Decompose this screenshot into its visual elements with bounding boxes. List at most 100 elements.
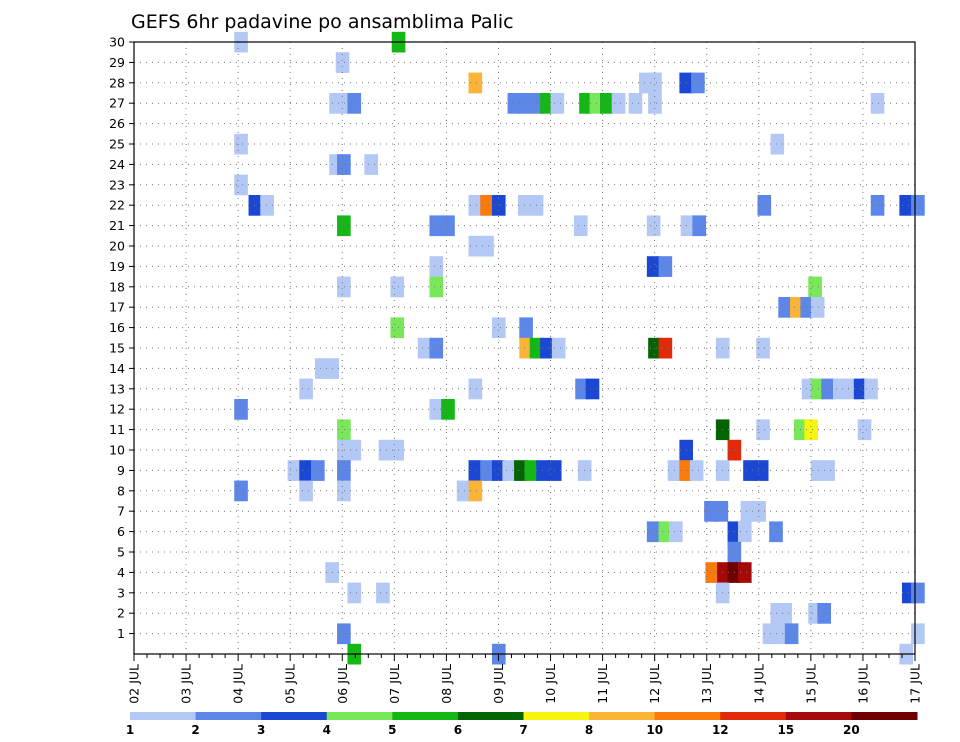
y-tick-label: 1: [117, 626, 125, 641]
x-axis: 02 JUL 03 JUL 04 JUL 05 JUL 06 JUL 07 JUL 08 J…: [127, 654, 923, 704]
precip-cell: [821, 378, 835, 400]
colorbar-label: 5: [388, 723, 396, 737]
precip-cell: [778, 603, 792, 624]
precip-cell: [337, 480, 351, 502]
y-tick-label: 10: [109, 443, 125, 458]
precip-cell: [646, 215, 661, 237]
precip-cell: [774, 623, 789, 645]
chart-title: GEFS 6hr padavine po ansamblima Palic: [131, 11, 514, 33]
precip-cell: [468, 460, 483, 481]
precip-cell: [390, 276, 405, 298]
precip-cell: [314, 358, 329, 379]
precip-cell: [329, 93, 343, 114]
x-tick-label: 09 JUL: [491, 664, 506, 704]
precip-cell: [658, 337, 673, 359]
precip-cell: [337, 460, 351, 481]
precip-cell: [287, 460, 302, 481]
precip-cell: [762, 623, 777, 645]
y-tick-label: 4: [117, 565, 125, 580]
precip-cell: [821, 460, 835, 481]
x-tick-label: 16 JUL: [855, 664, 870, 704]
precip-cell: [337, 419, 351, 441]
colorbar-label: 4: [323, 723, 331, 737]
precip-cell: [857, 419, 872, 441]
precip-cell: [519, 317, 533, 339]
x-tick-label: 11 JUL: [595, 664, 610, 704]
precip-cell: [804, 419, 818, 441]
precip-cell: [337, 154, 351, 175]
precip-cell: [717, 562, 731, 583]
cells-layer: [234, 31, 925, 665]
precip-cell: [778, 297, 792, 318]
precip-cell: [519, 337, 533, 359]
x-tick-label: 02 JUL: [127, 664, 142, 704]
x-tick-label: 17 JUL: [908, 664, 923, 704]
y-tick-label: 16: [109, 320, 125, 335]
precip-cell: [337, 439, 351, 461]
precip-cell: [911, 195, 925, 216]
precip-cell: [754, 460, 769, 481]
y-tick-label: 2: [117, 606, 125, 621]
precip-cell: [417, 337, 432, 359]
precip-cell: [756, 419, 770, 441]
x-tick-label: 05 JUL: [283, 664, 298, 704]
precip-cell: [260, 195, 274, 216]
precip-cell: [843, 378, 858, 400]
precip-cell: [337, 623, 351, 645]
colorbar-label: 7: [519, 723, 527, 737]
y-tick-label: 26: [109, 116, 125, 131]
y-tick-label: 6: [117, 524, 125, 539]
precip-cell: [808, 276, 822, 298]
precip-cell: [507, 93, 522, 114]
precip-cell: [600, 93, 614, 114]
x-tick-label: 03 JUL: [179, 664, 194, 704]
precip-cell: [480, 195, 494, 216]
precip-cell: [714, 501, 729, 522]
y-tick-label: 17: [109, 300, 125, 315]
precip-cell: [911, 582, 925, 604]
y-tick-label: 24: [109, 157, 125, 172]
colorbar-legend: 1 2 3 4 5 6 7 8 10 12 15 20: [126, 712, 918, 737]
precip-cell: [234, 480, 248, 502]
precip-cell: [810, 460, 825, 481]
precip-cell: [784, 623, 799, 645]
precip-cell: [579, 93, 593, 114]
precip-cell: [502, 460, 516, 481]
precip-cell: [234, 174, 248, 196]
precip-cell: [468, 480, 483, 502]
x-tick-label: 12 JUL: [647, 664, 662, 704]
precip-cell: [550, 93, 565, 114]
precip-cell: [491, 195, 506, 216]
precip-cell: [390, 317, 405, 339]
precip-cell: [429, 337, 444, 359]
colorbar-swatch: [261, 712, 328, 720]
precip-cell: [480, 460, 494, 481]
colorbar-swatch: [392, 712, 459, 720]
colorbar-swatch: [130, 712, 197, 720]
colorbar-label: 8: [585, 723, 593, 737]
precip-cell: [347, 93, 362, 114]
precip-cell: [658, 521, 673, 543]
precip-cell: [770, 133, 785, 155]
y-tick-label: 15: [109, 341, 125, 356]
precip-cell: [646, 256, 661, 277]
precip-cell: [347, 439, 362, 461]
precip-cell: [429, 399, 444, 420]
colorbar-label: 3: [257, 723, 265, 737]
precip-cell: [692, 215, 707, 237]
colorbar-swatch: [457, 712, 524, 720]
colorbar-label: 12: [712, 723, 729, 737]
precip-cell: [648, 72, 662, 94]
precip-cell: [810, 378, 825, 400]
y-tick-label: 12: [109, 402, 125, 417]
precip-cell: [468, 72, 483, 94]
precip-cell: [668, 521, 683, 543]
precip-cell: [870, 195, 885, 216]
precip-cell: [752, 501, 766, 522]
precip-cell: [737, 521, 752, 543]
precip-cell: [680, 215, 695, 237]
precip-cell: [429, 276, 444, 298]
precip-cell: [705, 562, 720, 583]
precip-cell: [429, 256, 444, 277]
precip-cell: [833, 378, 847, 400]
